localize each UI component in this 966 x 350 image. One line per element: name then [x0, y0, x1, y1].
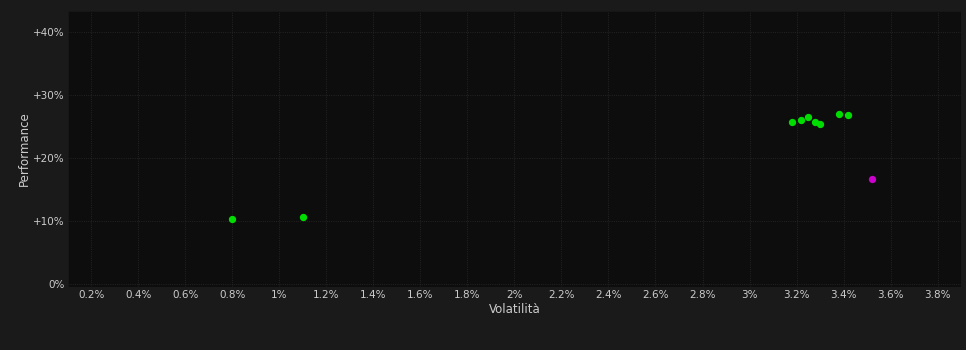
- Point: [295, 214, 310, 219]
- Point: [793, 117, 809, 122]
- Point: [812, 121, 828, 127]
- Point: [808, 119, 823, 125]
- Y-axis label: Performance: Performance: [17, 111, 31, 186]
- Point: [801, 114, 816, 120]
- Point: [840, 113, 856, 118]
- X-axis label: Volatilità: Volatilità: [489, 302, 540, 316]
- Point: [784, 120, 800, 125]
- Point: [831, 111, 846, 116]
- Point: [865, 176, 880, 182]
- Point: [224, 216, 240, 222]
